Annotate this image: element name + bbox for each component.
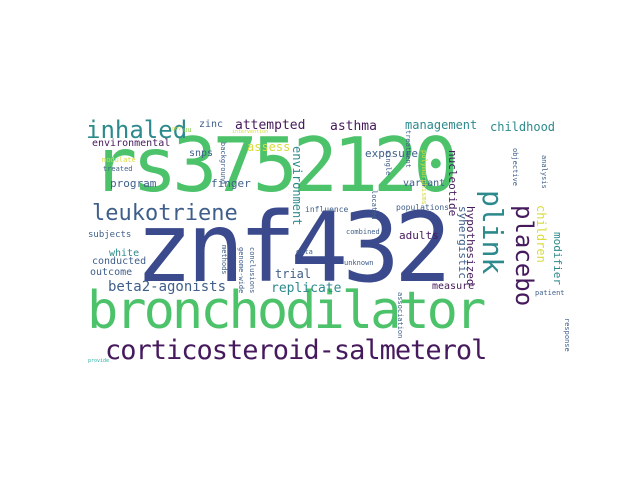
word-modifier: modifier xyxy=(551,232,564,285)
word-conclusions: conclusions xyxy=(248,247,256,294)
word-hypothesized: hypothesized xyxy=(464,206,477,286)
word-assess: assess xyxy=(247,140,291,154)
word-environment: environment xyxy=(290,146,304,226)
word-white: white xyxy=(109,248,140,259)
word-modulate: modulate xyxy=(102,156,136,164)
word-rs3752120: rs3752120 xyxy=(92,121,458,209)
word-environmental: environmental xyxy=(92,138,171,149)
word-beta2-agonists: beta2-agonists xyxy=(108,279,227,295)
word-childhood: childhood xyxy=(490,120,556,134)
word-outcome: outcome xyxy=(90,267,133,278)
word-leukotriene: leukotriene xyxy=(92,201,238,226)
word-data: data xyxy=(296,248,313,256)
word-subjects: subjects xyxy=(88,230,132,240)
word-adults: adults xyxy=(399,229,439,242)
word-objective: objective xyxy=(511,148,519,186)
word-methods: methods xyxy=(220,245,228,275)
word-gov: gov xyxy=(172,126,182,132)
word-replicate: replicate xyxy=(271,281,342,296)
word-patient: patient xyxy=(535,289,565,297)
word-synergistic: synergistic xyxy=(456,206,469,279)
word-children: children xyxy=(534,205,548,263)
word-nucleotide: nucleotide xyxy=(446,150,459,217)
word-asthma: asthma xyxy=(330,119,377,134)
word-background: background xyxy=(219,142,227,185)
word-combined: combined xyxy=(346,228,380,236)
word-zinc: zinc xyxy=(199,119,224,130)
word-znf432: znf432 xyxy=(135,192,452,304)
word-attempted: attempted xyxy=(235,118,306,133)
word-management: management xyxy=(405,118,478,132)
word-treatment: treatment xyxy=(404,130,412,168)
word-populations: populations xyxy=(396,203,449,212)
word-unknown: unknown xyxy=(344,259,374,267)
word-association: association xyxy=(396,292,404,339)
word-variant: variant xyxy=(403,178,446,189)
word-bronchodilator: bronchodilator xyxy=(87,281,486,341)
word-polymorphisms: polymorphisms xyxy=(420,150,428,205)
word-snps: snps xyxy=(189,148,214,159)
word-genome-wide: genome-wide xyxy=(237,247,245,294)
word-response: response xyxy=(563,318,571,352)
word-plink: plink xyxy=(476,190,509,275)
word-inhaled: inhaled xyxy=(86,116,188,144)
word-located: located xyxy=(370,190,378,220)
word-single: single xyxy=(384,150,392,176)
word-finger: finger xyxy=(211,177,251,190)
word-placebo: placebo xyxy=(510,205,538,307)
word-influence: influence xyxy=(305,205,349,214)
word-intervention: intervention xyxy=(232,129,269,135)
word-provide: provide xyxy=(88,358,110,364)
word-uu: uu xyxy=(183,126,192,134)
word-corticosteroid-salmeterol: corticosteroid-salmeterol xyxy=(105,335,487,366)
word-trial: trial xyxy=(275,267,312,281)
word-program: program xyxy=(110,177,157,190)
word-analysis: analysis xyxy=(540,155,548,189)
word-measure: measure xyxy=(432,281,475,292)
word-treated: treated xyxy=(103,165,133,173)
word-conducted: conducted xyxy=(92,256,147,267)
word-exposure: exposure xyxy=(365,147,418,160)
